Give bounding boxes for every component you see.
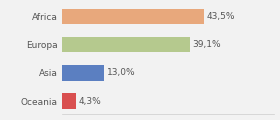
Bar: [62, 93, 76, 109]
Bar: [62, 65, 104, 81]
Bar: [62, 37, 190, 52]
Text: 39,1%: 39,1%: [192, 40, 221, 49]
Text: 4,3%: 4,3%: [78, 97, 101, 106]
Text: 43,5%: 43,5%: [207, 12, 235, 21]
Bar: [62, 9, 204, 24]
Text: 13,0%: 13,0%: [107, 68, 136, 77]
